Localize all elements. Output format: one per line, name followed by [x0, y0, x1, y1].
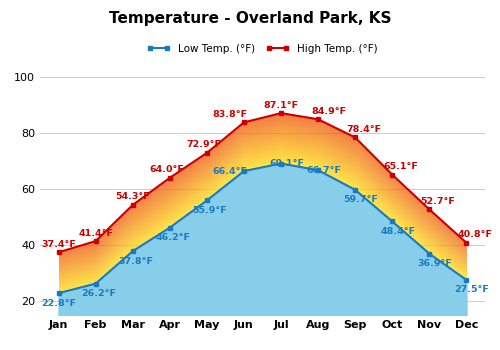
High Temp. (°F) — [390, 173, 396, 177]
High Temp. (°F) — [278, 111, 284, 115]
High Temp. (°F) — [352, 135, 358, 140]
Legend: Low Temp. (°F), High Temp. (°F): Low Temp. (°F), High Temp. (°F) — [143, 39, 382, 58]
Text: 27.5°F: 27.5°F — [454, 286, 490, 294]
Low Temp. (°F) — [315, 168, 321, 172]
High Temp. (°F) — [241, 120, 247, 125]
Text: 26.2°F: 26.2°F — [81, 289, 116, 298]
High Temp. (°F) — [204, 151, 210, 155]
Low Temp. (°F) — [92, 281, 98, 286]
Text: 40.8°F: 40.8°F — [458, 230, 492, 239]
Text: 72.9°F: 72.9°F — [186, 140, 222, 149]
Text: 65.1°F: 65.1°F — [383, 162, 418, 171]
Low Temp. (°F) — [241, 169, 247, 173]
Low Temp. (°F) — [390, 219, 396, 224]
Text: 84.9°F: 84.9°F — [312, 107, 347, 116]
Text: 36.9°F: 36.9°F — [418, 259, 452, 268]
Text: 37.4°F: 37.4°F — [41, 240, 76, 249]
High Temp. (°F) — [56, 250, 62, 254]
Low Temp. (°F) — [130, 249, 136, 253]
High Temp. (°F) — [92, 239, 98, 243]
High Temp. (°F) — [130, 203, 136, 207]
Low Temp. (°F) — [464, 278, 469, 282]
Text: 78.4°F: 78.4°F — [346, 125, 381, 134]
Low Temp. (°F) — [56, 291, 62, 295]
Text: 46.2°F: 46.2°F — [155, 233, 190, 242]
High Temp. (°F) — [464, 241, 469, 245]
Text: 55.9°F: 55.9°F — [192, 206, 227, 215]
Text: 41.4°F: 41.4°F — [78, 229, 113, 238]
High Temp. (°F) — [315, 117, 321, 121]
Text: 48.4°F: 48.4°F — [380, 227, 416, 236]
Line: Low Temp. (°F): Low Temp. (°F) — [56, 161, 469, 296]
Text: 22.8°F: 22.8°F — [41, 299, 76, 308]
Text: Temperature - Overland Park, KS: Temperature - Overland Park, KS — [109, 10, 391, 26]
Text: 87.1°F: 87.1°F — [264, 100, 298, 110]
Text: 66.7°F: 66.7°F — [306, 166, 341, 175]
Text: 83.8°F: 83.8°F — [212, 110, 248, 119]
Text: 59.7°F: 59.7°F — [344, 195, 378, 204]
Text: 69.1°F: 69.1°F — [269, 159, 304, 168]
Text: 37.8°F: 37.8°F — [118, 257, 153, 266]
Low Temp. (°F) — [204, 198, 210, 203]
High Temp. (°F) — [167, 176, 173, 180]
Low Temp. (°F) — [426, 252, 432, 256]
Low Temp. (°F) — [167, 225, 173, 230]
Text: 64.0°F: 64.0°F — [150, 165, 184, 174]
Text: 66.4°F: 66.4°F — [212, 167, 248, 176]
High Temp. (°F) — [426, 207, 432, 211]
Text: 52.7°F: 52.7°F — [420, 197, 455, 206]
Text: 54.3°F: 54.3°F — [116, 193, 150, 201]
Low Temp. (°F) — [352, 188, 358, 192]
Low Temp. (°F) — [278, 161, 284, 166]
Line: High Temp. (°F): High Temp. (°F) — [56, 111, 469, 255]
